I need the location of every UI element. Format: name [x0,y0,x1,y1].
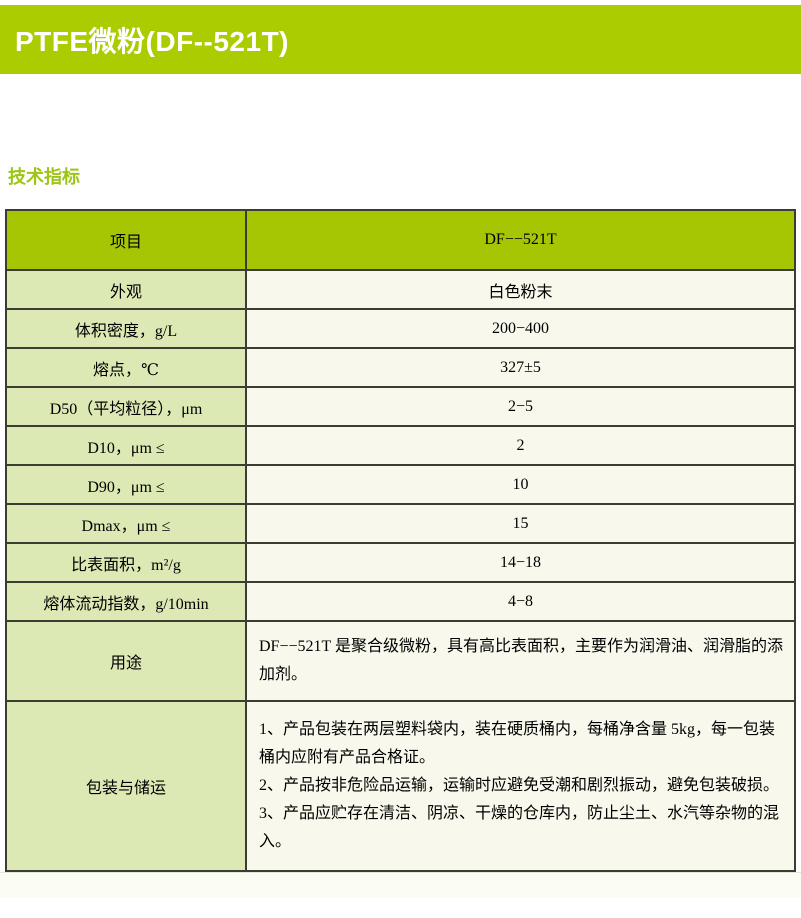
row-value: 4−8 [245,581,796,622]
row-value: 10 [245,464,796,505]
spec-table: 项目 DF−−521T 外观 白色粉末 体积密度，g/L 200−400 熔点，… [5,209,796,872]
row-value: 200−400 [245,308,796,349]
packing-line-3: 3、产品应贮存在清洁、阴凉、干燥的仓库内，防止尘土、水汽等杂物的混入。 [259,805,780,850]
table-header-row: 项目 DF−−521T [5,209,796,271]
table-row-usage: 用途 DF−−521T 是聚合级微粉，具有高比表面积，主要作为润滑油、润滑脂的添… [5,620,796,702]
row-label: 包装与储运 [5,700,247,872]
row-label: 体积密度，g/L [5,308,247,349]
table-row-packing-storage: 包装与储运 1、产品包装在两层塑料袋内，装在硬质桶内，每桶净含量 5kg，每一包… [5,700,796,872]
page-banner: PTFE微粉(DF--521T) [0,5,801,74]
table-row-d50: D50（平均粒径），μm 2−5 [5,386,796,427]
row-value: 2−5 [245,386,796,427]
packing-line-2: 2、产品按非危险品运输，运输时应避免受潮和剧烈振动，避免包装破损。 [259,777,780,794]
row-value: 327±5 [245,347,796,388]
row-label: 熔体流动指数，g/10min [5,581,247,622]
row-label: 熔点，℃ [5,347,247,388]
header-cell-item: 项目 [5,209,247,271]
row-label: D50（平均粒径），μm [5,386,247,427]
table-row-appearance: 外观 白色粉末 [5,269,796,310]
row-label: Dmax，μm ≤ [5,503,247,544]
table-row-bulk-density: 体积密度，g/L 200−400 [5,308,796,349]
row-label: D10，μm ≤ [5,425,247,466]
page-title: PTFE微粉(DF--521T) [15,25,290,57]
table-row-d10: D10，μm ≤ 2 [5,425,796,466]
row-label: 比表面积，m²/g [5,542,247,583]
table-row-melting-point: 熔点，℃ 327±5 [5,347,796,388]
table-row-dmax: Dmax，μm ≤ 15 [5,503,796,544]
header-cell-grade: DF−−521T [245,209,796,271]
row-value: 白色粉末 [245,269,796,310]
row-label: 外观 [5,269,247,310]
table-row-d90: D90，μm ≤ 10 [5,464,796,505]
row-label: D90，μm ≤ [5,464,247,505]
page-bottom-margin [0,872,801,898]
table-row-melt-flow-index: 熔体流动指数，g/10min 4−8 [5,581,796,622]
row-value: 14−18 [245,542,796,583]
packing-line-1: 1、产品包装在两层塑料袋内，装在硬质桶内，每桶净含量 5kg，每一包装桶内应附有… [259,721,776,766]
table-row-specific-surface-area: 比表面积，m²/g 14−18 [5,542,796,583]
packing-description: 1、产品包装在两层塑料袋内，装在硬质桶内，每桶净含量 5kg，每一包装桶内应附有… [245,700,796,872]
row-value: 2 [245,425,796,466]
row-value: 15 [245,503,796,544]
usage-description: DF−−521T 是聚合级微粉，具有高比表面积，主要作为润滑油、润滑脂的添加剂。 [245,620,796,702]
row-label: 用途 [5,620,247,702]
section-heading-technical-specs: 技术指标 [8,167,80,187]
